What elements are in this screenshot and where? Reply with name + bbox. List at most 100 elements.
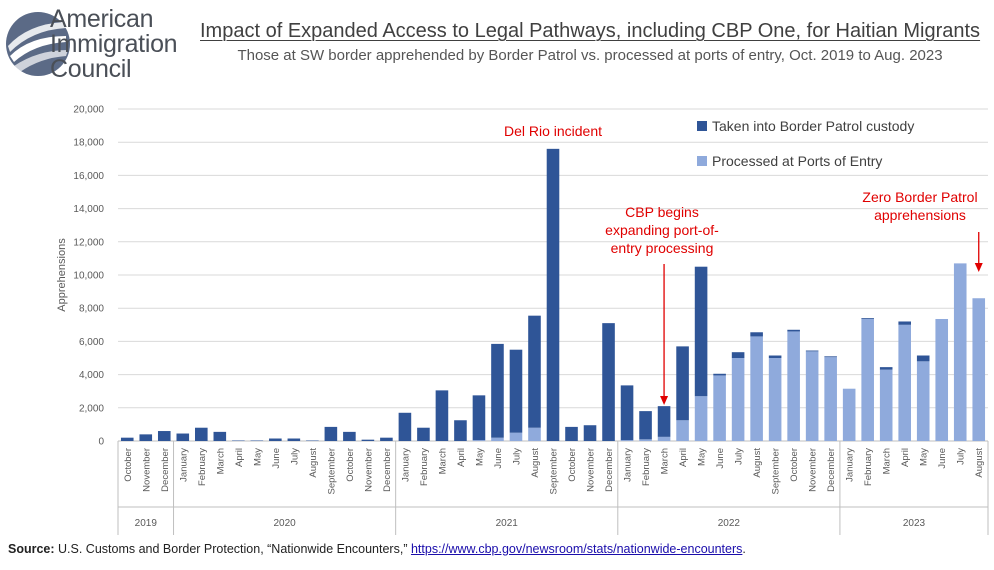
bar-border-patrol xyxy=(417,427,430,441)
source-link[interactable]: https://www.cbp.gov/newsroom/stats/natio… xyxy=(410,542,743,556)
bar-ports-of-entry xyxy=(879,369,893,441)
logo xyxy=(6,12,70,76)
bar-border-patrol xyxy=(343,431,356,441)
bar-ports-of-entry xyxy=(898,324,911,441)
y-axis-label: Apprehensions xyxy=(56,238,68,312)
bar-border-patrol xyxy=(861,318,874,319)
bar-border-patrol xyxy=(380,437,393,441)
x-tick-label: June xyxy=(715,448,726,469)
bar-border-patrol xyxy=(731,352,745,358)
y-tick-label: 18,000 xyxy=(73,138,104,149)
x-tick-label: December xyxy=(826,448,837,492)
y-tick-label: 8,000 xyxy=(79,304,104,315)
bar-border-patrol xyxy=(120,437,134,441)
chart-subtitle: Those at SW border apprehended by Border… xyxy=(237,47,943,64)
bar-ports-of-entry xyxy=(713,375,726,441)
legend-label: Processed at Ports of Entry xyxy=(712,153,882,169)
x-tick-label: February xyxy=(197,448,208,486)
x-tick-label: November xyxy=(141,448,152,492)
x-tick-label: October xyxy=(567,448,578,482)
x-tick-label: April xyxy=(456,448,467,467)
x-tick-label: March xyxy=(215,448,226,474)
x-tick-label: August xyxy=(752,448,763,478)
x-tick-label: June xyxy=(271,448,282,469)
y-tick-label: 16,000 xyxy=(73,171,104,182)
bar-border-patrol xyxy=(565,426,578,441)
bar-border-patrol xyxy=(620,385,634,441)
x-tick-label: September xyxy=(326,448,337,494)
annotation-label: expanding port-of- xyxy=(605,222,719,238)
annotation-label: apprehensions xyxy=(874,207,966,223)
bar-ports-of-entry xyxy=(768,358,782,441)
x-year-label: 2020 xyxy=(273,518,296,529)
y-tick-label: 4,000 xyxy=(79,370,104,381)
bar-ports-of-entry xyxy=(528,427,541,441)
x-tick-label: July xyxy=(511,448,522,465)
bar-border-patrol xyxy=(528,315,541,428)
bar-ports-of-entry xyxy=(491,437,504,441)
stacked-bar-chart: 0 2,000 4,000 6,000 8,000 10,000 12,000 14,000 1… xyxy=(56,105,989,535)
source-note: Source: U.S. Customs and Border Protecti… xyxy=(8,542,746,556)
y-tick-label: 12,000 xyxy=(73,237,104,248)
x-tick-label: June xyxy=(937,448,948,469)
bar-ports-of-entry xyxy=(953,263,967,441)
x-tick-label: January xyxy=(400,448,411,482)
x-year-label: 2021 xyxy=(496,518,519,529)
y-tick-label: 0 xyxy=(98,437,104,448)
bar-border-patrol xyxy=(139,434,153,441)
legend-swatch xyxy=(697,121,707,131)
x-tick-label: January xyxy=(623,448,634,482)
bar-border-patrol xyxy=(195,427,208,441)
logo-line-1: American xyxy=(50,5,154,33)
x-tick-label: April xyxy=(678,448,689,467)
bar-ports-of-entry xyxy=(472,440,486,441)
legend-swatch xyxy=(697,156,707,166)
x-tick-label: November xyxy=(363,448,374,492)
bar-border-patrol xyxy=(454,420,467,441)
x-tick-label: March xyxy=(437,448,448,474)
bar-border-patrol xyxy=(602,323,615,441)
bar-border-patrol xyxy=(768,355,782,358)
annotation-label: entry processing xyxy=(611,240,714,256)
x-tick-label: October xyxy=(123,448,134,482)
bar-border-patrol xyxy=(287,438,301,441)
bar-border-patrol xyxy=(805,350,819,352)
bar-ports-of-entry xyxy=(805,351,819,441)
bar-ports-of-entry xyxy=(935,318,949,441)
bar-ports-of-entry xyxy=(676,420,689,441)
y-tick-label: 10,000 xyxy=(73,271,104,282)
x-year-label: 2022 xyxy=(718,518,741,529)
bar-ports-of-entry xyxy=(787,331,800,441)
annotation-label: Zero Border Patrol xyxy=(862,189,977,205)
bar-ports-of-entry xyxy=(509,432,523,441)
bar-ports-of-entry xyxy=(639,439,652,441)
x-tick-label: May xyxy=(252,448,263,466)
bar-border-patrol xyxy=(694,266,708,397)
bar-border-patrol xyxy=(472,395,486,441)
bar-ports-of-entry xyxy=(972,298,986,441)
x-tick-label: July xyxy=(289,448,300,465)
bar-border-patrol xyxy=(713,373,726,376)
logo-line-2: Immigration xyxy=(50,30,178,58)
x-tick-label: July xyxy=(734,448,745,465)
annotation-label: Del Rio incident xyxy=(504,123,602,139)
bar-border-patrol xyxy=(657,406,671,437)
x-tick-label: September xyxy=(549,448,560,494)
y-tick-label: 14,000 xyxy=(73,204,104,215)
x-tick-label: December xyxy=(604,448,615,492)
x-year-label: 2023 xyxy=(903,518,926,529)
x-tick-label: January xyxy=(178,448,189,482)
y-tick-label: 2,000 xyxy=(79,403,104,414)
x-tick-label: August xyxy=(308,448,319,478)
bar-border-patrol xyxy=(898,321,911,325)
annotation-label: CBP begins xyxy=(625,204,699,220)
bar-ports-of-entry xyxy=(694,396,708,441)
bar-ports-of-entry xyxy=(731,358,745,441)
bar-border-patrol xyxy=(324,426,338,441)
x-tick-label: August xyxy=(530,448,541,478)
bar-border-patrol xyxy=(916,355,930,362)
annotation-arrowhead xyxy=(974,263,983,272)
x-tick-label: July xyxy=(956,448,967,465)
bar-border-patrol xyxy=(361,439,375,441)
x-tick-label: February xyxy=(863,448,874,486)
